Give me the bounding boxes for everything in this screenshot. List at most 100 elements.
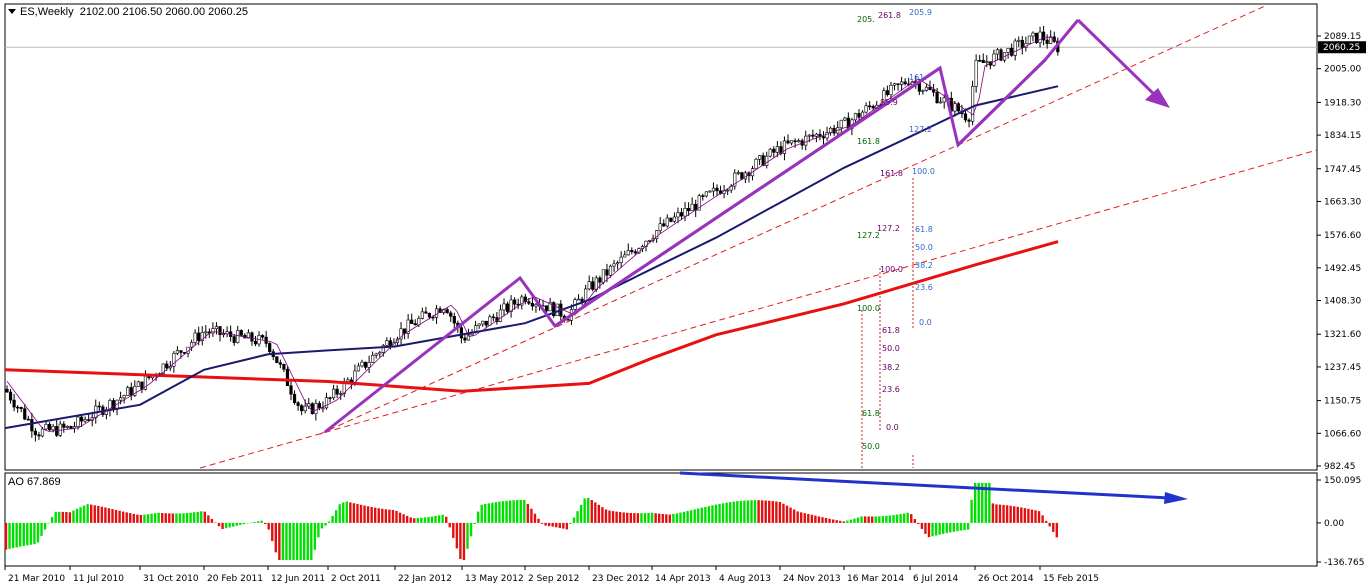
candle-body — [505, 303, 510, 312]
ao-bar — [359, 504, 363, 523]
ao-bar — [1002, 504, 1005, 523]
ao-bar — [878, 516, 881, 523]
candle-body — [985, 61, 989, 63]
ao-bar — [210, 519, 214, 523]
candle-body — [165, 363, 169, 369]
ao-bar — [434, 515, 437, 523]
ao-bar — [480, 504, 483, 523]
candle-body — [974, 59, 978, 87]
ao-bar — [530, 508, 533, 523]
x-tick-label: 2 Oct 2011 — [331, 574, 381, 584]
ao-bar — [19, 522, 22, 547]
candle-body — [686, 208, 691, 212]
candle-body — [346, 379, 350, 382]
ao-bar — [626, 512, 629, 523]
ao-bar — [686, 511, 689, 523]
candle-body — [463, 337, 467, 341]
candle-body — [935, 91, 939, 104]
fib-label-purple: 38.2 — [882, 363, 900, 372]
trendline — [199, 149, 1318, 469]
ao-bar — [260, 520, 263, 523]
fib-label-blue: 23.6 — [915, 283, 933, 292]
candle-body — [992, 53, 996, 66]
ao-trend-arrowhead-icon — [1164, 492, 1188, 504]
candle-body — [385, 340, 389, 346]
candle-body — [587, 281, 591, 290]
ao-bar — [714, 504, 718, 523]
ao-bar — [445, 516, 448, 523]
candle-body — [420, 311, 424, 319]
x-tick-label: 21 Mar 2010 — [8, 574, 65, 584]
ao-bar — [36, 522, 40, 543]
ao-bar — [934, 522, 938, 536]
ao-bar — [775, 501, 778, 523]
ao-indicator-label: AO 67.869 — [8, 476, 61, 488]
candle-body — [76, 416, 80, 427]
candle-body — [253, 340, 258, 345]
ao-bar — [881, 516, 885, 523]
ao-bar — [185, 512, 189, 523]
candle-body — [903, 81, 907, 85]
ao-bar — [200, 511, 203, 523]
candle-body — [761, 155, 765, 166]
ao-bar — [821, 517, 824, 523]
fib-label-blue: 161. — [909, 73, 927, 82]
fib-label-green: 100.0 — [857, 304, 880, 313]
candle-body — [931, 89, 936, 93]
candle-body — [981, 60, 985, 63]
candle-body — [1031, 32, 1035, 37]
candle-body — [97, 405, 101, 408]
ao-bar — [771, 501, 774, 523]
ao-bar — [640, 513, 643, 523]
candle-body — [62, 423, 66, 428]
ao-bar — [381, 508, 384, 523]
ao-bar — [306, 522, 309, 561]
ao-bar — [459, 522, 462, 560]
candle-body — [204, 331, 208, 334]
candle-body — [899, 81, 904, 85]
ao-bar — [178, 513, 182, 523]
candle-body — [236, 330, 240, 343]
ao-bar — [388, 509, 391, 523]
candle-body — [552, 302, 556, 317]
candle-body — [427, 312, 432, 318]
ao-bar — [221, 522, 224, 530]
ao-bar — [540, 522, 544, 524]
ao-bar — [224, 522, 228, 529]
ao-bar — [824, 518, 828, 523]
ao-bar — [618, 512, 622, 523]
ao-bar — [842, 521, 845, 523]
dropdown-triangle-icon[interactable] — [8, 9, 16, 14]
ao-bar — [136, 514, 139, 523]
candle-body — [339, 393, 343, 395]
candle-body — [995, 49, 1000, 55]
y-tick-label: 1492.45 — [1324, 264, 1361, 274]
candle-body — [410, 319, 414, 324]
ao-bar — [998, 504, 1002, 523]
ao-bar — [68, 512, 72, 523]
ao-bar — [597, 504, 601, 523]
ao-bar — [633, 513, 636, 523]
candle-body — [296, 402, 300, 406]
candle-body — [1017, 39, 1021, 42]
ao-bar — [988, 482, 991, 523]
ao-bar — [498, 501, 501, 523]
ao-bar — [867, 516, 870, 523]
candle-body — [630, 250, 634, 252]
ao-bar — [924, 522, 927, 534]
ao-bar — [182, 513, 185, 523]
ao-bar — [132, 513, 135, 523]
ao-bar — [97, 505, 100, 523]
candle-body — [51, 426, 55, 431]
candle-body — [697, 195, 701, 211]
candle-body — [520, 296, 524, 306]
y-tick-label: 1834.15 — [1324, 131, 1361, 141]
candle-body — [172, 353, 176, 367]
ao-bar — [377, 508, 380, 523]
ao-bar — [547, 522, 551, 527]
ao-bar — [1009, 505, 1012, 523]
candle-body — [33, 430, 37, 436]
y-tick-label: 1237.45 — [1324, 363, 1361, 373]
ao-bar — [807, 513, 810, 523]
